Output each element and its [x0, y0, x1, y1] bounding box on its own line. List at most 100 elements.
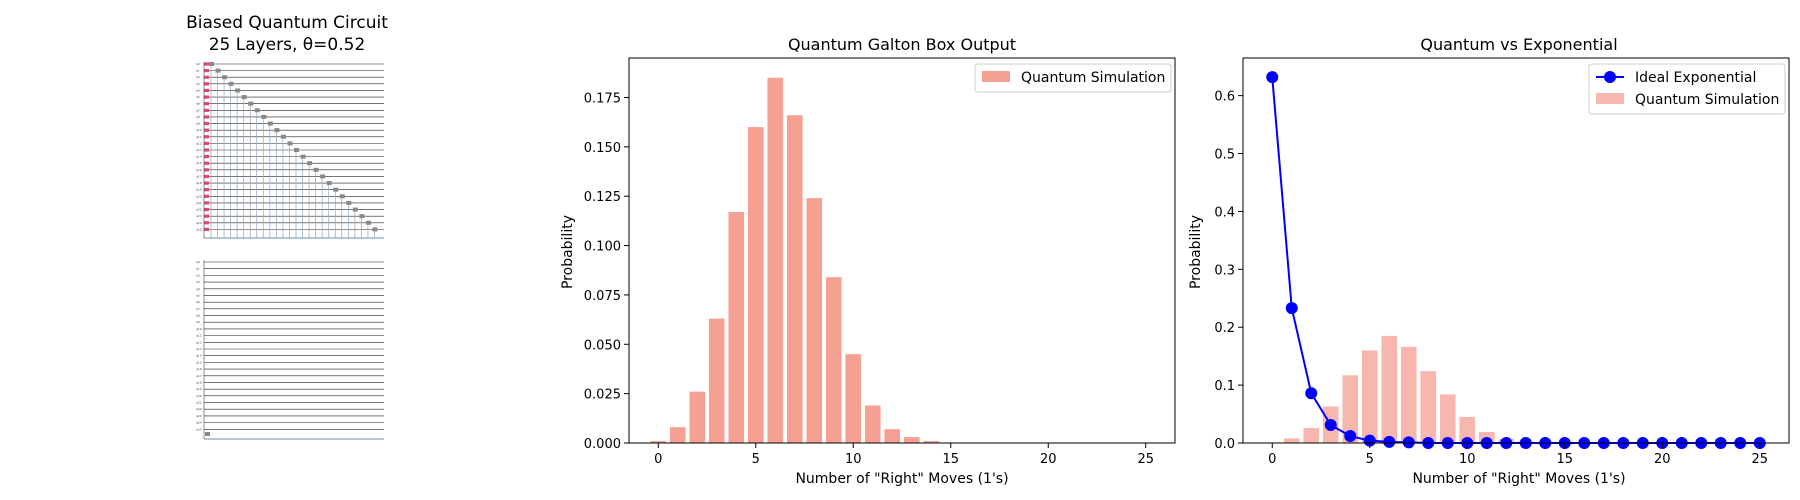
qubit-label: q5 [196, 293, 200, 297]
chart1-bar [923, 441, 940, 443]
circuit-panel: Biased Quantum Circuit 25 Layers, θ=0.52… [186, 13, 388, 440]
qubit-label: q24 [196, 421, 202, 425]
measure-gate [326, 181, 332, 186]
measure-gate [274, 128, 280, 133]
chart1-bar [728, 212, 745, 443]
hadamard-gate [204, 141, 209, 145]
qubit-label: q10 [196, 128, 202, 132]
qubit-label: q21 [196, 201, 202, 205]
chart2-point [1266, 71, 1279, 84]
hadamard-gate [204, 75, 209, 79]
chart1-xlabel: Number of "Right" Moves (1's) [795, 471, 1008, 487]
qubit-label: q8 [196, 314, 200, 318]
chart2-legend: Ideal Exponential Quantum Simulation [1588, 63, 1786, 115]
measure-gate [261, 114, 267, 119]
qubit-label: q7 [196, 108, 200, 112]
qubit-label: q17 [196, 174, 202, 178]
qubit-label: q23 [196, 214, 202, 218]
qubit-label: q11 [196, 135, 202, 139]
qubit-label: q16 [196, 367, 202, 371]
measure-gate [294, 148, 299, 152]
chart2-title: Quantum vs Exponential [1420, 35, 1617, 54]
chart2-axes-frame [1242, 57, 1790, 444]
measure-gate [320, 174, 326, 179]
chart1-bar [786, 115, 803, 443]
measure-gate [339, 194, 345, 199]
chart1-xtick-label: 15 [942, 452, 959, 467]
chart1-bar [825, 277, 842, 443]
qubit-label: q0 [196, 62, 200, 66]
measure-gate [346, 200, 352, 205]
chart2-point [1344, 430, 1357, 443]
circuit-title-line1: Biased Quantum Circuit [186, 13, 388, 33]
circuit-diagram-top: q0 q1 q2 q3 q4 q5 q6 q7 q8 q9 q10 q11 q12 q13 q14 q15 q1… [196, 62, 384, 239]
chart2-bar [1420, 371, 1437, 443]
hadamard-gate [204, 207, 209, 212]
hadamard-gate [204, 102, 209, 106]
qubit-label: q25 [196, 227, 202, 231]
chart2-bar [1400, 346, 1417, 443]
hadamard-gate [204, 227, 209, 231]
quantum-vs-exponential-chart: Quantum vs Exponential 0 5 10 15 20 25 0.0 0.1 0… [1188, 35, 1790, 487]
hadamard-gate [204, 128, 209, 132]
qubit-label: q3 [196, 82, 200, 86]
hadamard-gate [204, 194, 209, 198]
measure-gate [300, 154, 306, 159]
chart1-bar [845, 354, 862, 443]
chart1-ytick-label: 0.075 [584, 289, 621, 304]
hadamard-gate [204, 62, 209, 66]
chart2-ytick-label: 0.0 [1214, 437, 1235, 452]
qubit-label: q2 [196, 75, 200, 79]
hadamard-gate [204, 174, 209, 179]
measure-gate [209, 62, 214, 66]
measure-gate [365, 220, 371, 225]
chart2-point [1305, 387, 1318, 400]
chart1-bar [650, 441, 667, 443]
chart1-ytick-label: 0.175 [584, 91, 621, 106]
chart1-legend-swatch [982, 71, 1010, 82]
hadamard-gate [204, 201, 209, 205]
qubit-label: q20 [196, 394, 202, 398]
chart2-point [1324, 419, 1337, 432]
qubit-label: q6 [196, 300, 200, 304]
chart1-ytick-label: 0.150 [584, 141, 621, 156]
chart2-bar [1361, 350, 1378, 443]
hadamard-gate [204, 95, 209, 99]
qubit-label: q21 [196, 401, 202, 405]
measure-gate [307, 161, 313, 166]
chart1-bar [689, 391, 706, 443]
chart1-bar [669, 427, 686, 443]
chart2-bar [1439, 394, 1456, 443]
measure-gate [287, 141, 293, 146]
circuit-diagram-bottom: q0 q1 q2 q3 q4 q5 q6 q7 q8 q9 q10 q11 q12 q13 q14 q15 q1… [196, 260, 384, 440]
chart2-point [1363, 434, 1376, 447]
chart1-xtick-label: 20 [1040, 452, 1057, 467]
chart2-legend-marker [1604, 71, 1616, 83]
chart2-xtick-label: 0 [1268, 452, 1276, 467]
measure-gate [205, 432, 210, 436]
qubit-label: q22 [196, 208, 202, 212]
chart1-xtick-label: 10 [845, 452, 862, 467]
measure-gate [215, 68, 221, 73]
qubit-label: q12 [196, 340, 202, 344]
qubit-label: q18 [196, 181, 202, 185]
chart2-point [1285, 302, 1298, 315]
qubit-label: q13 [196, 148, 202, 152]
chart1-ylabel: Probability [560, 215, 576, 289]
hadamard-gate [204, 69, 209, 73]
qubit-label: q2 [196, 273, 200, 277]
measure-gate [267, 121, 273, 126]
qubit-label: q14 [196, 354, 202, 358]
chart2-bar [1283, 438, 1300, 443]
chart2-ytick-label: 0.2 [1214, 321, 1235, 336]
qubit-label: q3 [196, 280, 200, 284]
measure-gate [228, 81, 234, 86]
hadamard-gate [204, 135, 209, 139]
circuit-title-line2: 25 Layers, θ=0.52 [209, 35, 366, 55]
qubit-label: q4 [196, 88, 200, 92]
measure-gate [352, 207, 358, 212]
qubit-label: q13 [196, 347, 202, 351]
chart1-legend: Quantum Simulation [974, 63, 1172, 93]
qubit-label: q14 [196, 155, 202, 159]
measure-gate [248, 101, 254, 106]
